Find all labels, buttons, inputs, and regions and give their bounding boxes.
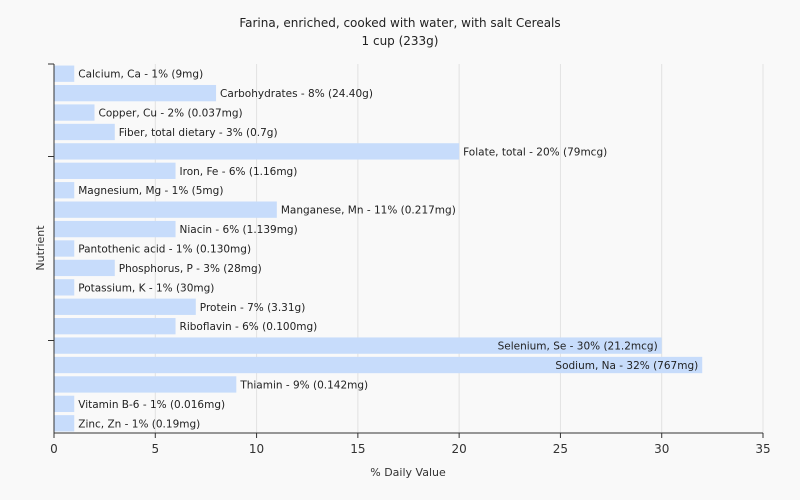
x-tick-label: 20 [452, 442, 467, 456]
bar-label: Sodium, Na - 32% (767mg) [555, 360, 698, 372]
bar [54, 84, 217, 102]
bar [54, 337, 662, 354]
bar-label: Magnesium, Mg - 1% (5mg) [78, 185, 223, 197]
bar [54, 162, 176, 179]
x-tick-label: 35 [755, 442, 770, 456]
bar-label: Selenium, Se - 30% (21.2mcg) [498, 341, 658, 353]
bars: Calcium, Ca - 1% (9mg) Carbohydrates - 8%… [54, 65, 703, 432]
x-axis-label: % Daily Value [370, 466, 446, 479]
x-tick-label: 10 [249, 442, 264, 456]
bar [54, 65, 75, 82]
x-tick-label: 25 [553, 442, 568, 456]
bar [54, 259, 115, 277]
bar-label: Phosphorus, P - 3% (28mg) [119, 263, 262, 275]
bar-label: Riboflavin - 6% (0.100mg) [180, 321, 318, 333]
chart-title: Farina, enriched, cooked with water, wit… [239, 16, 560, 30]
x-tick-label: 5 [151, 442, 159, 456]
bar-label: Thiamin - 9% (0.142mg) [239, 379, 368, 391]
bar-label: Zinc, Zn - 1% (0.19mg) [78, 418, 200, 430]
bar-label: Fiber, total dietary - 3% (0.7g) [119, 127, 278, 139]
x-tick-label: 15 [350, 442, 365, 456]
bar [54, 298, 196, 315]
bar [54, 143, 460, 160]
y-axis-label: Nutrient [34, 225, 47, 271]
bar-label: Potassium, K - 1% (30mg) [78, 282, 214, 294]
bar [54, 318, 176, 335]
axes: 0 5 10 15 20 25 30 35 [48, 63, 771, 456]
grid-lines [154, 64, 764, 433]
bar-label: Calcium, Ca - 1% (9mg) [78, 69, 203, 81]
bar [54, 220, 176, 238]
bar [54, 104, 95, 121]
bar [54, 395, 75, 413]
bar [54, 356, 703, 374]
bar-label: Carbohydrates - 8% (24.40g) [220, 88, 373, 100]
bar [54, 376, 237, 393]
bar [54, 201, 277, 218]
bar [54, 279, 75, 296]
x-tick-label: 0 [50, 442, 58, 456]
bar-label: Vitamin B-6 - 1% (0.016mg) [78, 399, 225, 411]
bar [54, 240, 75, 257]
bar [54, 415, 75, 432]
bar-label: Niacin - 6% (1.139mg) [180, 224, 298, 236]
bar-label: Manganese, Mn - 11% (0.217mg) [281, 205, 456, 217]
bar [54, 182, 75, 199]
bar [54, 123, 115, 141]
bar-label: Pantothenic acid - 1% (0.130mg) [78, 244, 251, 256]
bar-label: Folate, total - 20% (79mcg) [463, 146, 607, 158]
bar-label: Protein - 7% (3.31g) [200, 302, 306, 314]
x-tick-label: 30 [654, 442, 669, 456]
bar-label: Iron, Fe - 6% (1.16mg) [180, 166, 298, 178]
bar-label: Copper, Cu - 2% (0.037mg) [99, 108, 243, 120]
chart-subtitle: 1 cup (233g) [362, 34, 439, 48]
